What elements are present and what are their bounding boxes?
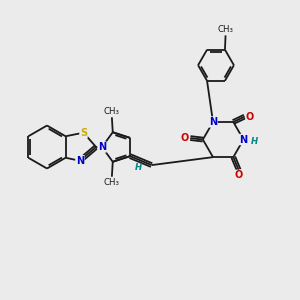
Text: N: N <box>239 134 247 145</box>
Text: S: S <box>80 128 87 138</box>
Text: O: O <box>181 133 189 143</box>
Text: O: O <box>235 170 243 180</box>
Text: N: N <box>209 117 217 127</box>
Text: CH₃: CH₃ <box>104 107 120 116</box>
Text: CH₃: CH₃ <box>104 178 120 187</box>
Text: H: H <box>135 163 142 172</box>
Text: N: N <box>76 156 84 166</box>
Text: O: O <box>246 112 254 122</box>
Text: N: N <box>98 142 106 152</box>
Text: CH₃: CH₃ <box>218 25 233 34</box>
Text: H: H <box>251 136 258 146</box>
